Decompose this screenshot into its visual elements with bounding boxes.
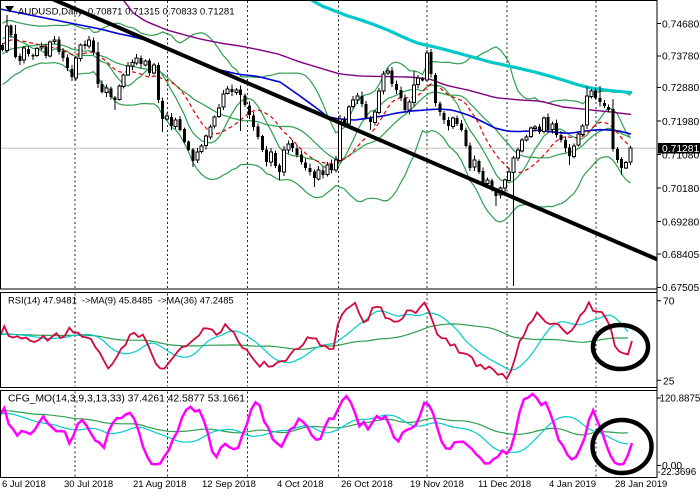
- svg-text:26 Oct 2018: 26 Oct 2018: [341, 479, 393, 490]
- svg-text:0.72880: 0.72880: [662, 83, 699, 94]
- svg-text:0.00: 0.00: [662, 461, 682, 472]
- svg-text:0.69280: 0.69280: [662, 217, 699, 228]
- svg-text:120.8875: 120.8875: [660, 394, 700, 405]
- svg-text:4 Jan 2019: 4 Jan 2019: [549, 479, 596, 490]
- svg-text:0.68405: 0.68405: [662, 250, 699, 261]
- svg-text:12 Sep 2018: 12 Sep 2018: [202, 479, 256, 490]
- svg-text:RSI(14) 47.9481 ->MA(9) 45.84: RSI(14) 47.9481 ->MA(9) 45.8485 ->MA(36)…: [8, 295, 234, 306]
- svg-text:25: 25: [663, 376, 675, 387]
- svg-text:4 Oct 2018: 4 Oct 2018: [277, 479, 323, 490]
- svg-text:0.70180: 0.70180: [662, 184, 699, 195]
- svg-text:0.67505: 0.67505: [662, 283, 699, 294]
- svg-text:70: 70: [663, 297, 675, 308]
- svg-text:0.71080: 0.71080: [662, 150, 699, 161]
- svg-text:AUDUSD,Daily 0.70871 0.71315: AUDUSD,Daily 0.70871 0.71315 0.70833 0.7…: [18, 7, 235, 18]
- svg-text:30 Jul 2018: 30 Jul 2018: [64, 479, 113, 490]
- svg-text:0.73780: 0.73780: [662, 52, 699, 63]
- svg-text:CFG_MO(14,3,9,3,13,33) 37.4261: CFG_MO(14,3,9,3,13,33) 37.4261 42.5877 5…: [8, 394, 245, 405]
- svg-text:0.71281: 0.71281: [662, 144, 699, 155]
- svg-text:0.74680: 0.74680: [662, 19, 699, 30]
- svg-text:0.71980: 0.71980: [662, 117, 699, 128]
- svg-text:-22.3696: -22.3696: [658, 467, 697, 478]
- svg-text:6 Jul 2018: 6 Jul 2018: [2, 479, 46, 490]
- svg-text:11 Dec 2018: 11 Dec 2018: [478, 479, 531, 490]
- svg-text:19 Nov 2018: 19 Nov 2018: [410, 479, 464, 490]
- svg-text:21 Aug 2018: 21 Aug 2018: [133, 479, 186, 490]
- svg-text:28 Jan 2019: 28 Jan 2019: [615, 479, 667, 490]
